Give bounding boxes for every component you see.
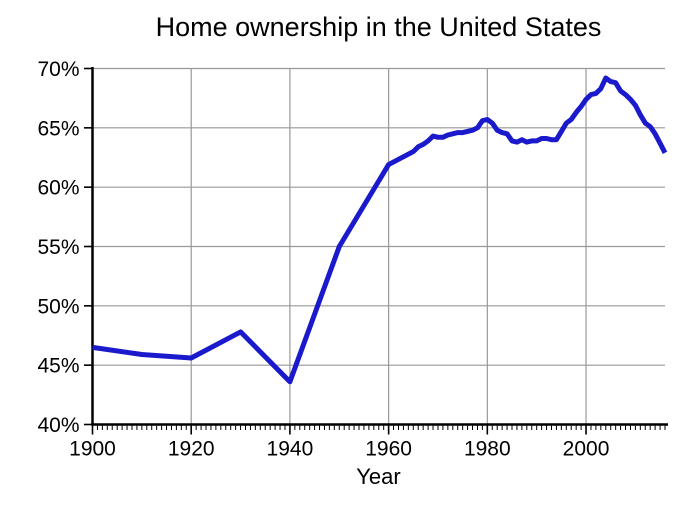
y-tick-label: 70%	[37, 58, 79, 81]
x-tick-label: 1960	[365, 438, 412, 461]
y-tick-label: 45%	[37, 355, 79, 378]
y-tick-label: 60%	[37, 177, 79, 200]
x-tick-label: 1940	[267, 438, 314, 461]
homeownership-line	[92, 75, 668, 385]
x-tick-label: 1900	[69, 438, 116, 461]
y-tick-label: 40%	[37, 414, 79, 437]
x-tick-label: 2000	[563, 438, 610, 461]
x-tick-label: 1980	[464, 438, 511, 461]
chart-title: Home ownership in the United States	[155, 12, 602, 42]
x-axis-title: Year	[356, 464, 401, 489]
y-tick-label: 50%	[37, 295, 79, 318]
y-tick-label: 55%	[37, 236, 79, 259]
y-tick-label: 65%	[37, 117, 79, 140]
x-tick-label: 1920	[168, 438, 215, 461]
